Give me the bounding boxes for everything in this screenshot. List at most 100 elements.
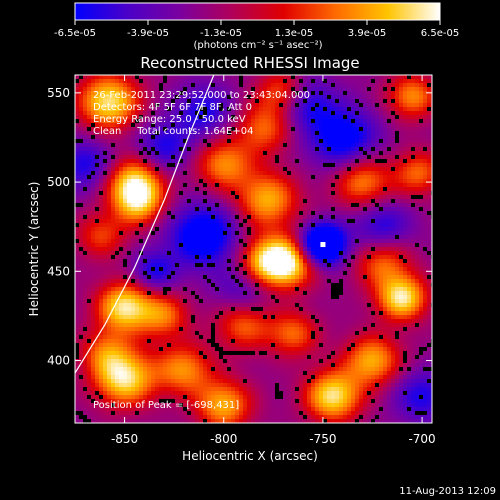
heatmap-cell: [351, 235, 356, 240]
heatmap-cell: [171, 163, 176, 168]
heatmap-cell: [415, 135, 420, 140]
heatmap-cell: [355, 203, 360, 208]
heatmap-cell: [215, 95, 220, 100]
heatmap-cell: [255, 115, 260, 120]
heatmap-cell: [343, 163, 348, 168]
heatmap-cell: [215, 175, 220, 180]
heatmap-cell: [119, 243, 124, 248]
heatmap-cell: [299, 91, 304, 96]
heatmap-cell: [331, 239, 336, 244]
heatmap-cell: [239, 219, 244, 224]
heatmap-cell: [347, 215, 352, 220]
heatmap-cell: [211, 291, 216, 296]
heatmap-cell: [407, 231, 412, 236]
heatmap-cell: [267, 111, 272, 116]
heatmap-cell: [323, 195, 328, 200]
heatmap-cell: [227, 203, 232, 208]
heatmap-cell: [107, 147, 112, 152]
heatmap-cell: [147, 203, 152, 208]
heatmap-cell: [427, 151, 432, 156]
heatmap-cell: [235, 119, 240, 124]
heatmap-cell: [135, 103, 140, 108]
heatmap-cell: [123, 251, 128, 256]
heatmap-cell: [279, 219, 284, 224]
heatmap-cell: [295, 215, 300, 220]
heatmap-cell: [163, 167, 168, 172]
heatmap-cell: [219, 139, 224, 144]
heatmap-cell: [103, 155, 108, 160]
heatmap-cell: [195, 167, 200, 172]
heatmap-cell: [115, 99, 120, 104]
heatmap-cell: [375, 271, 380, 276]
heatmap-cell: [391, 95, 396, 100]
heatmap-cell: [407, 287, 412, 292]
heatmap-cell: [95, 123, 100, 128]
heatmap-cell: [151, 171, 156, 176]
heatmap-cell: [299, 247, 304, 252]
heatmap-cell: [395, 163, 400, 168]
heatmap-cell: [143, 219, 148, 224]
heatmap-cell: [383, 167, 388, 172]
heatmap-cell: [187, 87, 192, 92]
heatmap-cell: [231, 183, 236, 188]
heatmap-cell: [207, 147, 212, 152]
heatmap-cell: [399, 119, 404, 124]
heatmap-cell: [347, 187, 352, 192]
heatmap-cell: [411, 75, 416, 80]
heatmap-cell: [407, 107, 412, 112]
heatmap-cell: [375, 75, 380, 80]
heatmap-cell: [287, 151, 292, 156]
heatmap-cell: [83, 247, 88, 252]
heatmap-cell: [231, 91, 236, 96]
heatmap-cell: [379, 223, 384, 228]
heatmap-cell: [367, 119, 372, 124]
heatmap-cell: [115, 227, 120, 232]
heatmap-cell: [131, 231, 136, 236]
heatmap-cell: [151, 291, 156, 296]
heatmap-cell: [239, 223, 244, 228]
heatmap-cell: [271, 223, 276, 228]
heatmap-cell: [103, 135, 108, 140]
heatmap-cell: [403, 99, 408, 104]
heatmap-cell: [199, 279, 204, 284]
heatmap-cell: [303, 291, 308, 296]
heatmap-cell: [219, 267, 224, 272]
heatmap-cell: [411, 211, 416, 216]
heatmap-cell: [303, 79, 308, 84]
heatmap-cell: [207, 231, 212, 236]
heatmap-cell: [415, 187, 420, 192]
heatmap-cell: [87, 227, 92, 232]
heatmap-cell: [131, 219, 136, 224]
heatmap-cell: [255, 111, 260, 116]
heatmap-cell: [107, 263, 112, 268]
heatmap-cell: [319, 75, 324, 80]
heatmap-cell: [127, 195, 132, 200]
heatmap-cell: [339, 259, 344, 264]
heatmap-cell: [187, 227, 192, 232]
heatmap-cell: [303, 271, 308, 276]
heatmap-cell: [375, 247, 380, 252]
heatmap-cell: [363, 207, 368, 212]
heatmap-cell: [263, 223, 268, 228]
heatmap-cell: [119, 147, 124, 152]
heatmap-cell: [231, 75, 236, 80]
heatmap-cell: [171, 283, 176, 288]
heatmap-cell: [163, 115, 168, 120]
heatmap-cell: [135, 91, 140, 96]
heatmap-cell: [363, 87, 368, 92]
heatmap-cell: [295, 183, 300, 188]
heatmap-image: [75, 75, 432, 423]
heatmap-cell: [151, 155, 156, 160]
heatmap-cell: [163, 103, 168, 108]
heatmap-cell: [111, 215, 116, 220]
heatmap-cell: [147, 187, 152, 192]
heatmap-cell: [131, 243, 136, 248]
heatmap-cell: [223, 203, 228, 208]
heatmap-cell: [199, 287, 204, 292]
heatmap-cell: [123, 163, 128, 168]
heatmap-cell: [135, 123, 140, 128]
heatmap-cell: [271, 291, 276, 296]
heatmap-cell: [379, 267, 384, 272]
heatmap-cell: [203, 263, 208, 268]
heatmap-cell: [351, 215, 356, 220]
